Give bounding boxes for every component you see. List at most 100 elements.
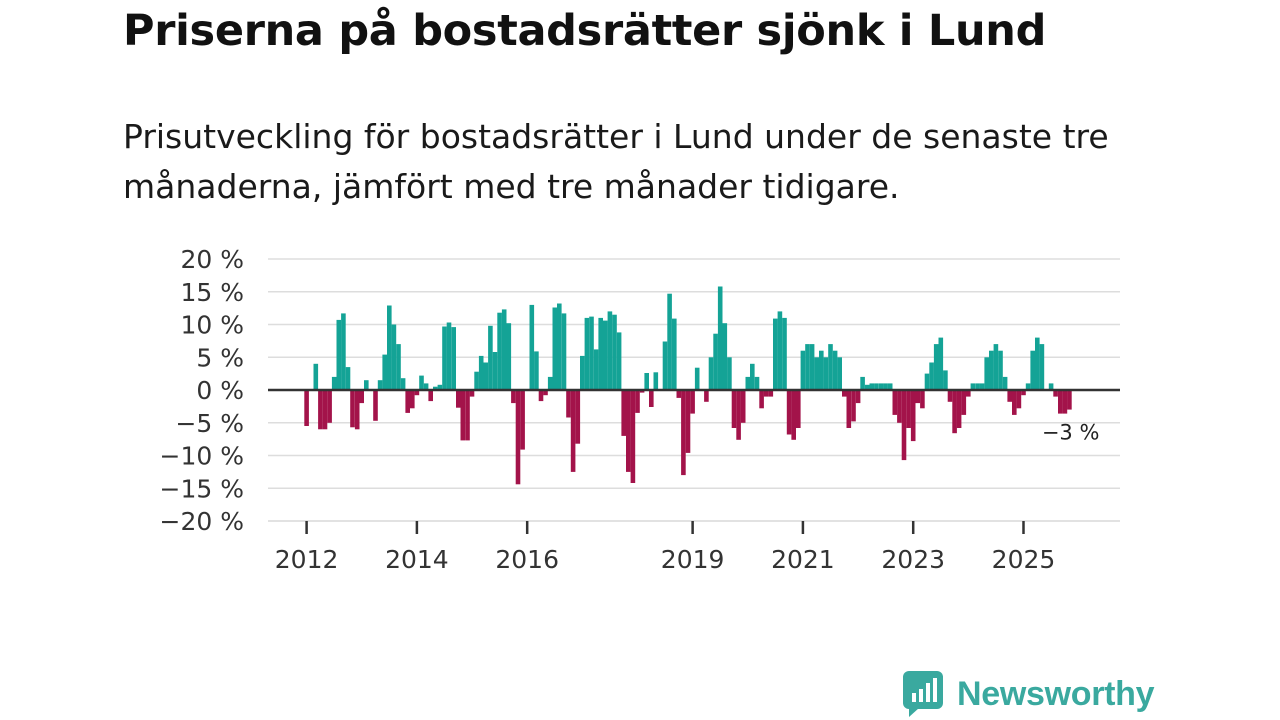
bar [515, 390, 521, 485]
bar [410, 390, 415, 409]
bar [966, 390, 971, 397]
y-tick-label: 20 % [180, 245, 244, 274]
bar [373, 390, 378, 421]
bar [387, 305, 392, 390]
bar [727, 357, 732, 391]
bar [336, 319, 342, 390]
bar [354, 390, 360, 430]
bar [626, 390, 631, 472]
bar [639, 390, 645, 393]
x-tick-label: 2014 [385, 545, 449, 574]
bar [1007, 390, 1012, 402]
bar [750, 363, 755, 390]
bar [322, 390, 328, 430]
axis-labels: 20 % 15 % 10 % 5 % 0 % −5 % −10 % −15 % −20 % 201… [160, 245, 1100, 574]
bar [869, 383, 875, 390]
bar [497, 312, 502, 390]
bar [520, 390, 525, 450]
bar [488, 325, 493, 390]
bar [644, 373, 649, 390]
bar [593, 349, 599, 390]
bar [745, 376, 751, 390]
bar [837, 357, 842, 391]
bar [791, 390, 796, 440]
bar [998, 350, 1003, 390]
bar [630, 390, 636, 483]
bar [796, 390, 801, 428]
bar [575, 390, 581, 444]
bar [1062, 390, 1068, 414]
bar [823, 357, 829, 391]
bar [1012, 390, 1017, 415]
bar [607, 311, 613, 390]
bar [469, 390, 475, 397]
y-tick-label: −20 % [160, 507, 244, 536]
bar [570, 390, 576, 472]
bar [984, 357, 989, 391]
bar [713, 333, 718, 390]
bar [1021, 390, 1026, 396]
bar [456, 390, 461, 408]
bar [947, 390, 953, 402]
y-tick-label: 10 % [180, 311, 244, 340]
y-tick-label: −15 % [160, 474, 244, 503]
bar [341, 313, 346, 390]
bar [667, 293, 672, 390]
bar [557, 303, 562, 390]
bar [377, 380, 383, 390]
bar [975, 383, 980, 390]
bar [773, 318, 778, 390]
bar [598, 317, 603, 390]
bar [828, 344, 833, 390]
bar [1058, 390, 1063, 414]
bar [681, 390, 686, 476]
bar [897, 390, 902, 423]
bar [304, 390, 309, 426]
bar [400, 378, 406, 390]
bar [878, 383, 884, 390]
bar [768, 390, 774, 397]
bar [722, 323, 728, 390]
y-tick-label: 0 % [196, 376, 244, 405]
bar [989, 350, 994, 390]
bar [933, 344, 939, 390]
bar [1053, 390, 1058, 397]
bar [1067, 390, 1072, 410]
bar [961, 390, 967, 415]
chart-subtitle: Prisutveckling för bostadsrätter i Lund … [123, 117, 1109, 206]
bar [814, 357, 819, 391]
bar [396, 344, 401, 390]
bar [437, 384, 443, 390]
bar [460, 390, 466, 441]
bar [906, 390, 911, 428]
bar [350, 390, 355, 428]
bar [331, 376, 337, 390]
bar [883, 383, 888, 390]
bar [635, 390, 640, 413]
bar [492, 352, 498, 390]
bar [589, 316, 594, 390]
logo-wordmark: Newsworthy [957, 674, 1155, 713]
bar [943, 370, 948, 390]
bar [419, 375, 424, 390]
bar [345, 367, 351, 390]
bar [483, 362, 489, 390]
bar [809, 344, 815, 390]
bar [603, 320, 608, 390]
bar [846, 390, 852, 428]
bar [529, 304, 535, 390]
bar [538, 390, 544, 402]
x-tick-label: 2019 [661, 545, 725, 574]
bar [915, 390, 921, 404]
bar-chart-speech-bubble-icon [903, 671, 943, 717]
bar [855, 390, 861, 404]
bar [621, 390, 626, 436]
bar [580, 355, 585, 390]
bar [313, 363, 319, 390]
bar [446, 322, 452, 390]
bar [860, 376, 865, 390]
bar [717, 286, 723, 390]
bar [676, 390, 682, 398]
bar [865, 384, 870, 390]
axes [268, 388, 1120, 534]
